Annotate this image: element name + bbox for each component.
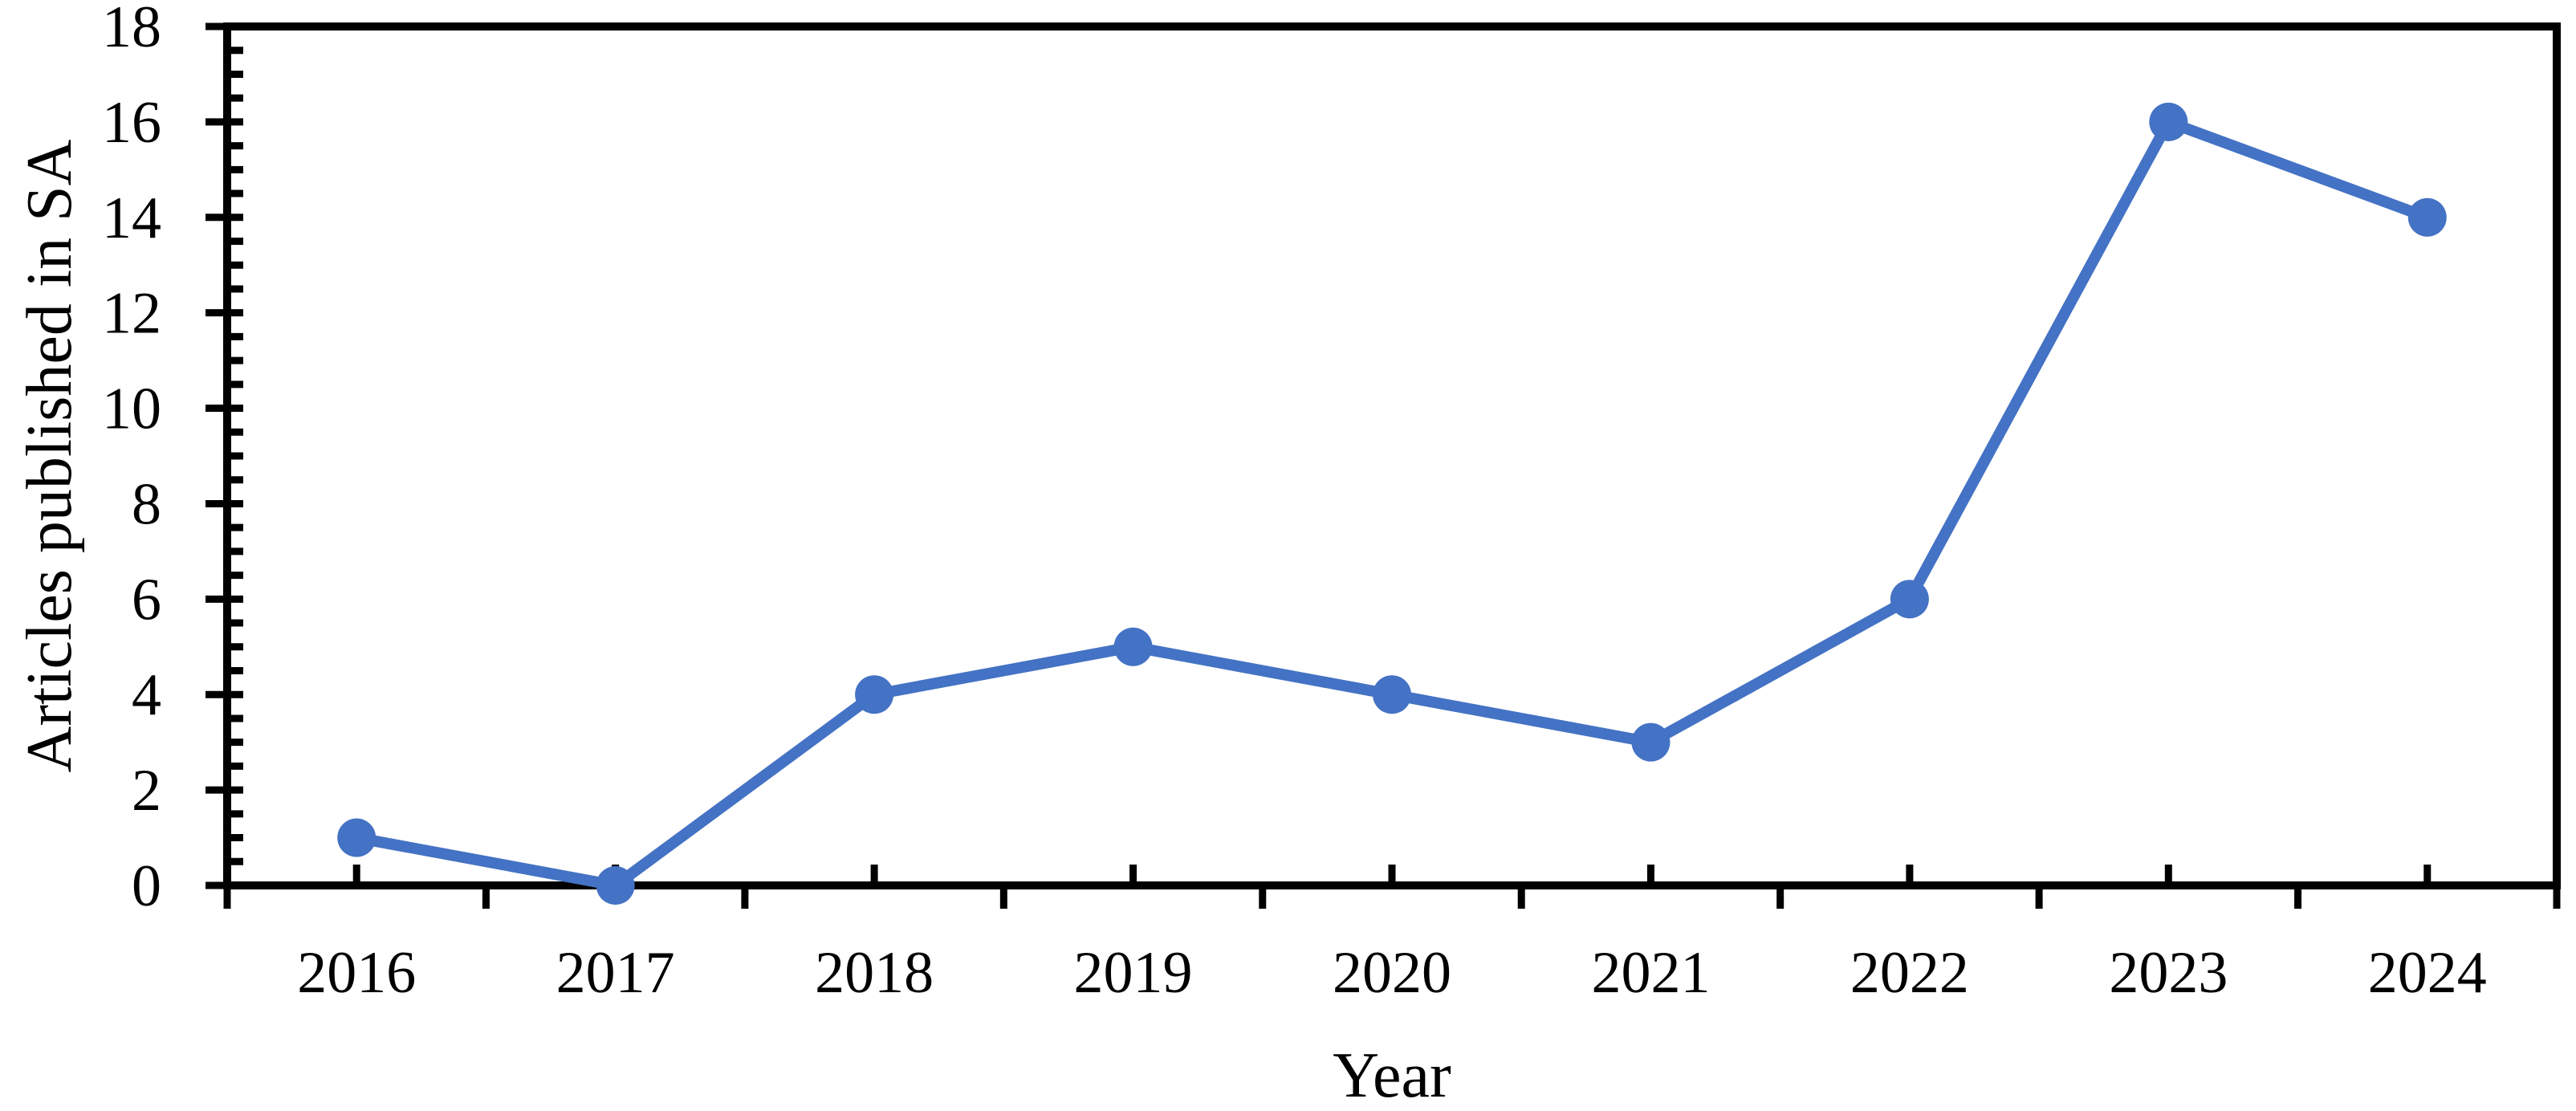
data-point-marker (1373, 675, 1411, 714)
data-point-marker (2407, 197, 2447, 237)
y-axis-tick-label: 16 (102, 90, 161, 156)
y-axis-tick-label: 10 (102, 376, 161, 442)
series-line (351, 116, 2433, 891)
x-axis-tick-label: 2023 (2109, 940, 2228, 1006)
x-axis-tick-label: 2024 (2368, 940, 2487, 1006)
y-axis-tick-label: 6 (132, 567, 161, 633)
x-axis-title: Year (1333, 1040, 1451, 1111)
x-axis-tick-label: 2021 (1591, 940, 1710, 1006)
x-axis-tick-label: 2017 (556, 940, 675, 1006)
y-axis-tick-label: 14 (102, 185, 161, 251)
y-axis-tick-label: 2 (132, 758, 161, 824)
y-axis-tick-label: 4 (132, 662, 161, 728)
data-point-marker (855, 675, 894, 714)
data-point-marker (1631, 722, 1671, 762)
data-point-marker (1113, 627, 1153, 666)
y-axis-title: Articles published in SA (14, 139, 85, 772)
y-axis-tick-label: 12 (102, 281, 161, 347)
x-axis-tick-label: 2018 (815, 940, 934, 1006)
x-axis-tick-label: 2020 (1333, 940, 1451, 1006)
plot-area-border (223, 22, 2561, 889)
x-axis-tick-label: 2019 (1074, 940, 1193, 1006)
data-point-marker (337, 818, 376, 857)
data-point-marker (1890, 580, 1929, 619)
y-axis-tick-label: 18 (102, 0, 161, 60)
x-axis-tick-label: 2016 (297, 940, 416, 1006)
data-point-marker (596, 866, 635, 905)
y-axis-tick-label: 0 (132, 853, 161, 919)
x-axis-tick-label: 2022 (1850, 940, 1969, 1006)
data-point-marker (2149, 102, 2188, 141)
y-axis-tick-label: 8 (132, 471, 161, 537)
